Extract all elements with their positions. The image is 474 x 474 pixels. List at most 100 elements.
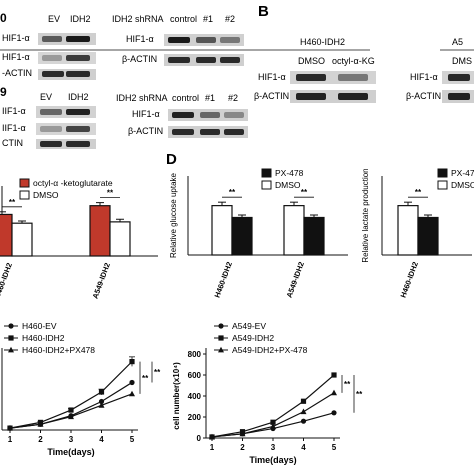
x-axis-label: Time(days) [47,447,94,457]
blot-row-label: HIF1-α [2,52,30,62]
lane-label-dmso: DMS [452,56,472,66]
blot-band [220,57,240,63]
bar [397,205,419,256]
western-blot-panels: 0 EV IDH2 HIF1-α HIF1-α -ACTIN IDH2 shRN… [0,3,474,149]
x-tick-label: 2 [38,435,43,444]
legend-swatch [261,168,272,178]
bar [283,205,305,256]
data-point [37,421,44,427]
y-tick-label: 400 [188,392,202,401]
blot-band [220,37,240,43]
data-point [300,398,307,404]
line-chart-h460-growth: 1 2 3 4 5 Time(days) H460-EV H460-IDH2 H460-IDH2… [1,321,161,457]
significance-mark: ** [356,390,363,399]
x-tick-label: 2 [240,443,245,452]
blot-band [42,55,62,61]
data-point [98,398,105,405]
lane-label-ev: EV [40,92,52,102]
x-tick-label: 5 [332,443,337,452]
bar [11,222,33,257]
category-label: H460-IDH2 [399,261,420,299]
blot-row-label: HIF1-α [2,33,30,43]
series-line [9,381,133,429]
data-point [300,418,307,424]
lane-label-idh2: IDH2 [70,14,91,24]
blot-band [196,37,216,43]
data-point [331,372,337,378]
significance-mark: ** [229,188,236,197]
legend-marker [8,346,14,353]
y-tick-label: 600 [188,371,202,380]
x-tick-label: 4 [99,435,104,444]
y-tick-label: 0 [197,434,202,443]
legend-swatch [261,180,272,190]
blot-band [40,109,62,115]
bar [89,205,111,257]
lane-label-idh2: IDH2 [68,92,89,102]
data-point [331,410,337,416]
data-point [300,408,307,415]
x-tick-label: 1 [8,435,13,444]
lane-label-2: #2 [225,14,235,24]
blot-row-label: IIF1-α [2,123,26,133]
bar-chart-octyl-akg: octyl-α -ketoglutarate DMSO ** H460-IDH2 ** A… [0,178,158,300]
significance-mark: ** [107,189,114,198]
blot-band [168,57,190,63]
data-point [98,402,105,408]
blot-band [42,71,64,77]
blot-band [42,36,62,42]
blot-band [200,112,220,118]
legend-swatch [19,178,30,188]
legend-label: H460-EV [22,321,57,331]
data-point [270,419,276,425]
blot-band [40,126,62,132]
y-axis-label: cell number(x10⁴) [172,362,181,430]
x-tick-label: 5 [130,435,135,444]
bar [211,205,233,256]
data-point [7,424,13,431]
legend-label: octyl-α -ketoglutarate [33,178,113,188]
blot-row-label: β-ACTIN [122,54,157,64]
significance-mark: ** [344,380,351,389]
blot-band [296,74,326,81]
blot-band [40,141,62,147]
x-tick-label: 1 [210,443,215,452]
blot-band [338,74,368,81]
lane-label-shrna: IDH2 shRNA [112,14,164,24]
y-axis-label: Relative lactate production [361,168,370,262]
y-axis-label: Relative glucose uptake [169,172,178,257]
legend-label: PX-47 [451,168,474,178]
bar [0,213,13,257]
data-point [98,389,105,395]
legend-marker [8,323,14,329]
legend-label: A549-IDH2+PX-478 [232,345,308,355]
legend-label: H460-IDH2 [22,333,65,343]
significance-mark: ** [301,188,308,197]
category-label: H460-IDH2 [213,261,234,299]
data-point [270,423,276,429]
panel-label-d: D [166,151,177,168]
data-point [68,407,74,413]
y-tick-label: 800 [188,350,202,359]
blot-band [66,71,90,77]
lane-label-control: control [172,93,199,103]
x-tick-label: 3 [271,443,276,452]
data-point [129,359,135,365]
blot-band [66,109,90,115]
blot-band [296,93,326,100]
blot-band [200,129,220,135]
legend-label: DMSO [275,180,301,190]
x-tick-label: 3 [69,435,74,444]
blot-band [224,112,244,118]
blot-row-label: HIF1-α [410,72,438,82]
blot-row-label: HIF1-α [258,72,286,82]
lane-label-octyl-akg: octyl-α-KG [332,56,375,66]
blot-band [168,37,190,43]
panel-label-partial: 0 [0,11,7,25]
lane-label-shrna: IDH2 shRNA [116,93,168,103]
legend-marker [8,335,14,341]
blot-band [196,57,216,63]
panel-label-b: B [258,3,269,20]
bar-chart-glucose-uptake: D PX-478 DMSO Relative glucose uptake ** H46… [166,151,348,299]
blot-row-label: β-ACTIN [406,91,441,101]
